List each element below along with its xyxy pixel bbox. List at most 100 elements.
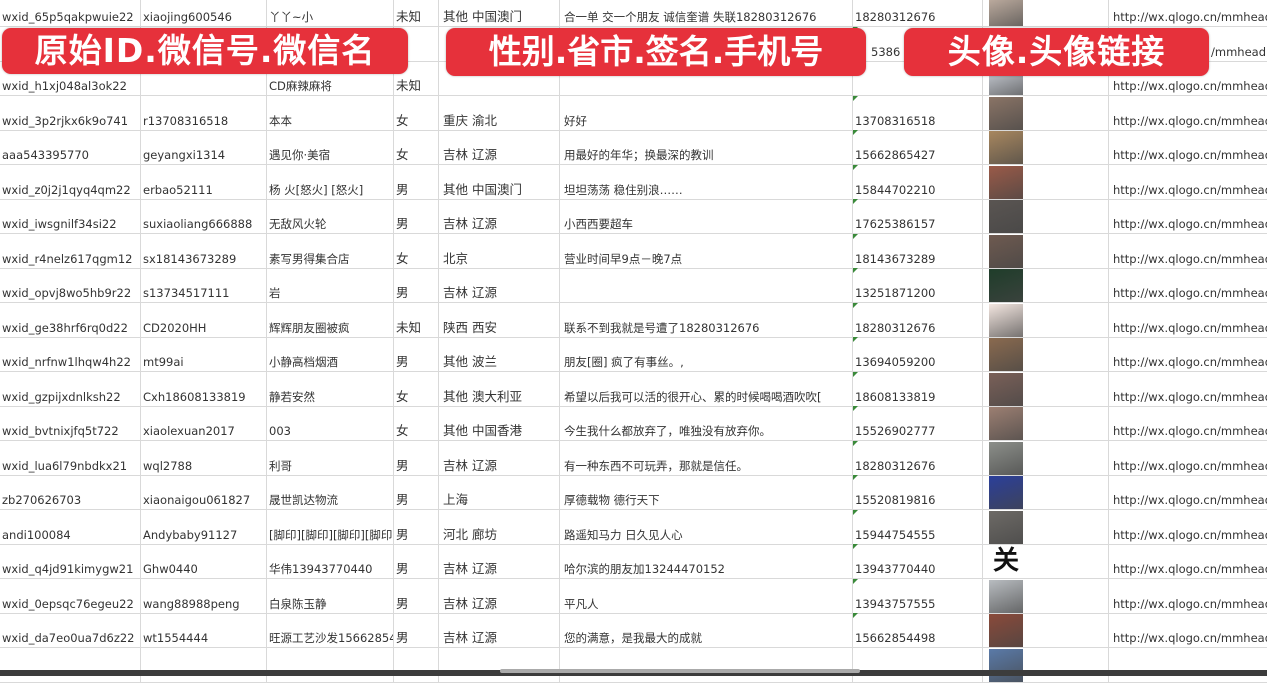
signature-cell[interactable]: 用最好的年华；换最深的教训 [560, 130, 853, 164]
wechat-name-cell[interactable] [267, 647, 394, 682]
horizontal-scrollbar[interactable] [0, 670, 1267, 676]
avatar-cell[interactable] [983, 268, 1109, 302]
original-id-cell[interactable] [0, 647, 141, 682]
phone-cell[interactable]: 18280312676 [853, 0, 983, 26]
original-id-cell[interactable]: aaa543395770 [0, 130, 141, 164]
wechat-name-cell[interactable]: [脚印][脚印][脚印][脚印] [267, 509, 394, 544]
avatar-url-cell[interactable]: http://wx.qlogo.cn/mmhead [1109, 199, 1267, 233]
wechat-id-cell[interactable]: CD2020HH [141, 302, 267, 337]
phone-cell[interactable]: 13694059200 [853, 337, 983, 371]
region-cell[interactable]: 上海 [439, 475, 560, 509]
region-cell[interactable]: 其他 中国澳门 [439, 164, 560, 199]
region-cell[interactable]: 河北 廊坊 [439, 509, 560, 544]
avatar-cell[interactable] [983, 475, 1109, 509]
avatar-url-cell[interactable]: http://wx.qlogo.cn/mmhead [1109, 234, 1267, 268]
wechat-name-cell[interactable]: 无敌风火轮 [267, 199, 394, 233]
original-id-cell[interactable]: wxid_z0j2j1qyq4qm22 [0, 164, 141, 199]
wechat-id-cell[interactable]: mt99ai [141, 337, 267, 371]
wechat-name-cell[interactable]: 晟世凯达物流 [267, 475, 394, 509]
sex-cell[interactable]: 男 [394, 613, 439, 647]
wechat-name-cell[interactable]: 白泉陈玉静 [267, 578, 394, 613]
sex-cell[interactable] [394, 26, 439, 61]
phone-cell[interactable]: 18143673289 [853, 233, 983, 268]
original-id-cell[interactable]: wxid_ge38hrf6rq0d22 [0, 302, 141, 337]
avatar-cell[interactable] [983, 613, 1109, 647]
wechat-name-cell[interactable]: 利哥 [267, 440, 394, 475]
region-cell[interactable]: 吉林 辽源 [439, 130, 560, 164]
sex-cell[interactable]: 女 [394, 233, 439, 268]
wechat-id-cell[interactable]: Cxh18608133819 [141, 371, 267, 406]
avatar-url-cell[interactable]: http://wx.qlogo.cn/mmhead [1109, 372, 1267, 406]
avatar-cell[interactable] [983, 337, 1109, 371]
avatar-url-cell[interactable]: http://wx.qlogo.cn/mmhead [1109, 268, 1267, 302]
phone-cell[interactable]: 17625386157 [853, 199, 983, 233]
scrollbar-thumb[interactable] [500, 669, 860, 673]
original-id-cell[interactable]: wxid_h1xj048al3ok22 [0, 61, 141, 95]
avatar-url-cell[interactable]: http://wx.qlogo.cn/mmhead [1109, 613, 1267, 647]
avatar-url-cell[interactable]: http://wx.qlogo.cn/mmhead [1109, 579, 1267, 613]
avatar-url-cell[interactable]: http://wx.qlogo.cn/mmhead [1109, 406, 1267, 440]
sex-cell[interactable]: 男 [394, 509, 439, 544]
phone-cell[interactable]: 18280312676 [853, 302, 983, 337]
wechat-id-cell[interactable]: suxiaoliang666888 [141, 199, 267, 233]
original-id-cell[interactable]: wxid_0epsqc76egeu22 [0, 578, 141, 613]
region-cell[interactable] [439, 647, 560, 682]
wechat-id-cell[interactable]: xiaonaigou061827 [141, 475, 267, 509]
avatar-url-cell[interactable]: http://wx.qlogo.cn/mmhead [1109, 475, 1267, 509]
wechat-name-cell[interactable]: 杨 火[怒火] [怒火] [267, 164, 394, 199]
phone-cell[interactable]: 13251871200 [853, 268, 983, 302]
avatar-cell[interactable] [983, 302, 1109, 337]
wechat-id-cell[interactable]: xiaojing600546 [141, 0, 267, 26]
sex-cell[interactable] [394, 647, 439, 682]
sex-cell[interactable]: 未知 [394, 302, 439, 337]
avatar-cell[interactable] [983, 199, 1109, 233]
wechat-id-cell[interactable] [141, 647, 267, 682]
avatar-cell[interactable] [983, 371, 1109, 406]
original-id-cell[interactable]: wxid_nrfnw1lhqw4h22 [0, 337, 141, 371]
region-cell[interactable]: 重庆 渝北 [439, 95, 560, 130]
avatar-url-cell[interactable]: http://wx.qlogo.cn/mmhead [1109, 510, 1267, 544]
region-cell[interactable]: 北京 [439, 233, 560, 268]
signature-cell[interactable]: 有一种东西不可玩弄，那就是信任。 [560, 440, 853, 475]
wechat-name-cell[interactable]: CD麻辣麻将 [267, 61, 394, 95]
avatar-url-cell[interactable]: http://wx.qlogo.cn/mmhead [1109, 130, 1267, 164]
signature-cell[interactable] [560, 647, 853, 682]
avatar-url-cell[interactable]: http://wx.qlogo.cn/mmhead [1109, 544, 1267, 578]
sex-cell[interactable]: 男 [394, 578, 439, 613]
wechat-id-cell[interactable]: erbao52111 [141, 164, 267, 199]
sex-cell[interactable]: 女 [394, 406, 439, 440]
avatar-cell[interactable] [983, 440, 1109, 475]
region-cell[interactable]: 吉林 辽源 [439, 613, 560, 647]
signature-cell[interactable]: 希望以后我可以活的很开心、累的时候喝喝酒吹吹[ [560, 371, 853, 406]
region-cell[interactable]: 吉林 辽源 [439, 544, 560, 578]
avatar-url-cell[interactable] [1109, 648, 1267, 682]
avatar-cell[interactable] [983, 509, 1109, 544]
signature-cell[interactable]: 平凡人 [560, 578, 853, 613]
wechat-id-cell[interactable]: geyangxi1314 [141, 130, 267, 164]
wechat-id-cell[interactable]: wang88988peng [141, 578, 267, 613]
phone-cell[interactable]: 18280312676 [853, 440, 983, 475]
wechat-id-cell[interactable]: wql2788 [141, 440, 267, 475]
original-id-cell[interactable]: wxid_lua6l79nbdkx21 [0, 440, 141, 475]
avatar-cell[interactable] [983, 95, 1109, 130]
wechat-name-cell[interactable]: 辉辉朋友圈被疯 [267, 302, 394, 337]
sex-cell[interactable]: 男 [394, 337, 439, 371]
sex-cell[interactable]: 女 [394, 95, 439, 130]
original-id-cell[interactable]: wxid_bvtnixjfq5t722 [0, 406, 141, 440]
region-cell[interactable]: 吉林 辽源 [439, 268, 560, 302]
avatar-url-cell[interactable]: http://wx.qlogo.cn/mmhead [1109, 337, 1267, 371]
region-cell[interactable]: 其他 中国澳门 [439, 0, 560, 26]
signature-cell[interactable] [560, 268, 853, 302]
wechat-name-cell[interactable]: 小静高档烟酒 [267, 337, 394, 371]
phone-cell[interactable]: 15944754555 [853, 509, 983, 544]
avatar-cell[interactable] [983, 647, 1109, 682]
avatar-cell[interactable] [983, 578, 1109, 613]
wechat-name-cell[interactable]: 丫丫~小 [267, 0, 394, 26]
signature-cell[interactable]: 厚德载物 德行天下 [560, 475, 853, 509]
avatar-cell[interactable] [983, 406, 1109, 440]
wechat-name-cell[interactable]: 旺源工艺沙发15662854 [267, 613, 394, 647]
wechat-id-cell[interactable]: s13734517111 [141, 268, 267, 302]
phone-cell[interactable] [853, 647, 983, 682]
wechat-id-cell[interactable]: r13708316518 [141, 95, 267, 130]
sex-cell[interactable]: 男 [394, 268, 439, 302]
